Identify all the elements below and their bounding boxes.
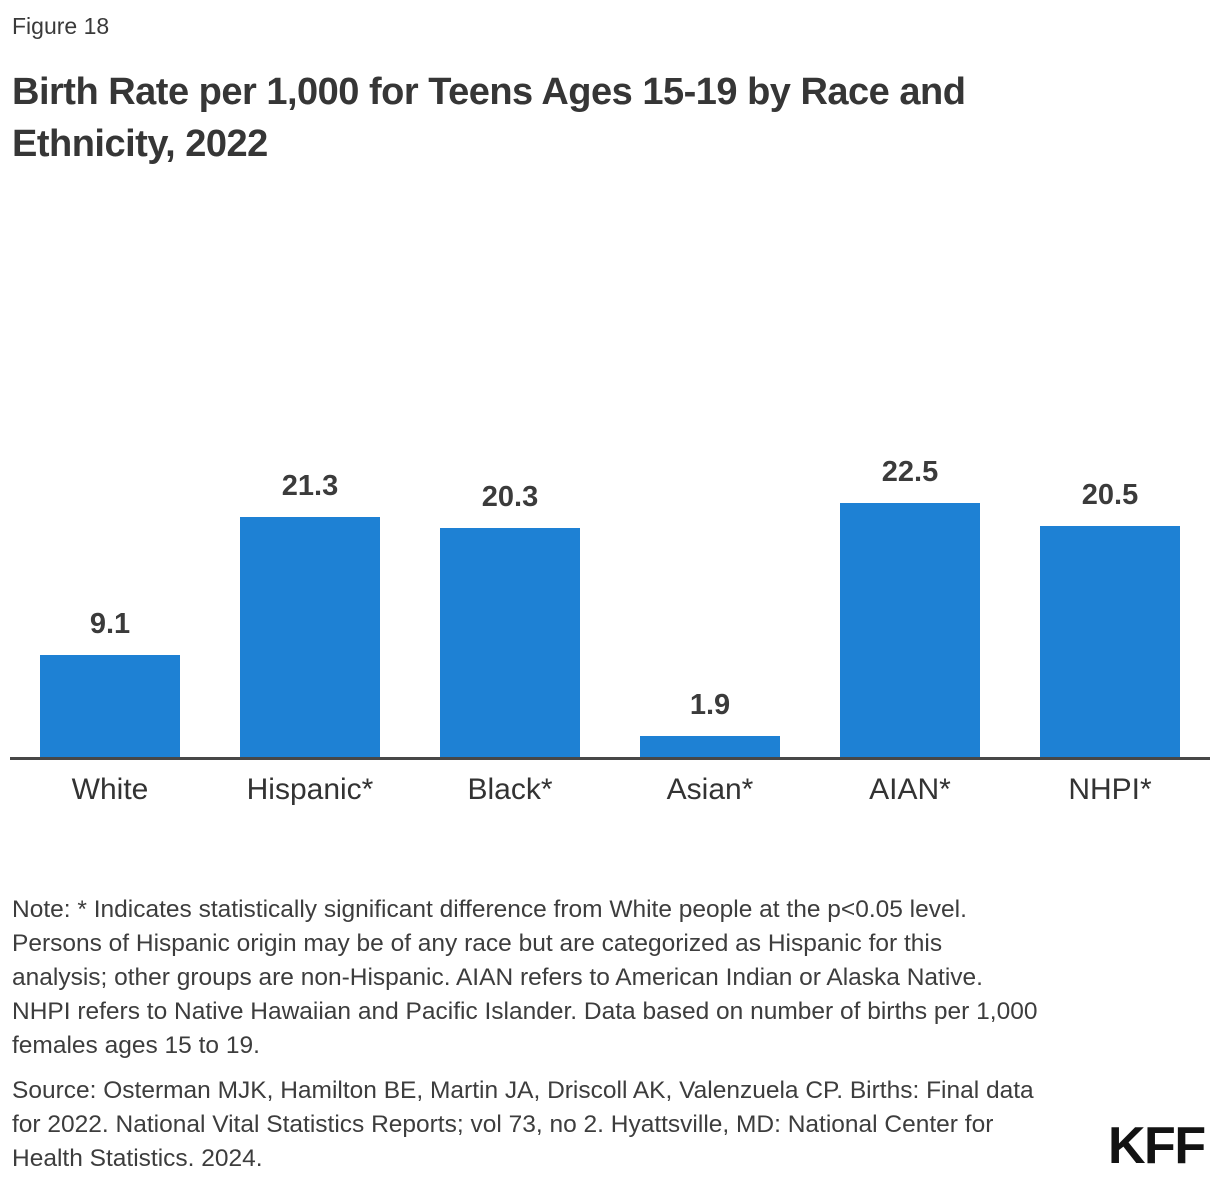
bar-value-label: 9.1 (89, 608, 131, 640)
page-title: Birth Rate per 1,000 for Teens Ages 15-1… (12, 66, 966, 170)
bar (640, 736, 780, 758)
bar-column: 9.1 (10, 475, 210, 758)
bar-column: 22.5 (810, 456, 1010, 758)
x-axis-labels: White Hispanic* Black* Asian* AIAN* NHPI* (10, 773, 1210, 807)
text-line: Ethnicity, 2022 (12, 123, 268, 165)
bar (1040, 526, 1180, 758)
bar-value-label: 1.9 (689, 689, 731, 721)
text-line: Birth Rate per 1,000 for Teens Ages 15-1… (12, 71, 966, 113)
bar (240, 517, 380, 758)
bar-value-label: 21.3 (281, 470, 339, 502)
x-axis-label: Hispanic* (246, 773, 374, 806)
figure-label: Figure 18 (12, 13, 110, 39)
text-line: NHPI refers to Native Hawaiian and Pacif… (12, 998, 1038, 1025)
bar-column: 21.3 (210, 470, 410, 758)
text-line: Note: * Indicates statistically signific… (12, 896, 967, 923)
bar-column: 1.9 (610, 475, 810, 758)
bar-value-label: 20.3 (481, 481, 539, 513)
bar (40, 655, 180, 758)
x-axis-label: White (71, 773, 149, 806)
text-line: analysis; other groups are non-Hispanic.… (12, 964, 983, 991)
bar-value-label: 20.5 (1081, 479, 1139, 511)
bar (440, 528, 580, 758)
source-text: Source: Osterman MJK, Hamilton BE, Marti… (12, 1074, 1034, 1176)
plot-area: 9.1 21.3 20.3 1.9 22.5 20.5 (10, 456, 1210, 758)
kff-logo: KFF (1108, 1117, 1206, 1175)
text-line: Persons of Hispanic origin may be of any… (12, 930, 943, 957)
note-text: Note: * Indicates statistically signific… (12, 893, 1037, 1063)
text-line: Health Statistics. 2024. (12, 1145, 263, 1172)
text-line: Source: Osterman MJK, Hamilton BE, Marti… (12, 1077, 1034, 1104)
x-axis-label: Asian* (666, 773, 754, 806)
bar (840, 503, 980, 758)
x-axis-label: Black* (467, 773, 553, 806)
x-axis-label: AIAN* (869, 773, 951, 806)
x-axis-label: NHPI* (1068, 773, 1152, 806)
bar-value-label: 22.5 (881, 456, 939, 488)
bar-column: 20.3 (410, 475, 610, 758)
text-line: females ages 15 to 19. (12, 1032, 260, 1059)
bar-column: 20.5 (1010, 475, 1210, 758)
x-axis-line (10, 757, 1210, 760)
text-line: for 2022. National Vital Statistics Repo… (12, 1111, 994, 1138)
